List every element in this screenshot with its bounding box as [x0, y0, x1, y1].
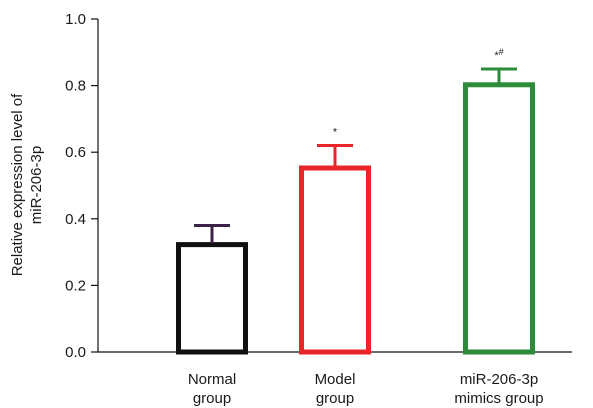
x-category-label: Model: [315, 371, 356, 388]
y-tick-label: 0.4: [65, 211, 86, 228]
y-tick-label: 0.8: [65, 78, 86, 95]
bar: [176, 242, 248, 355]
bar: [463, 82, 535, 355]
y-axis-ticks: 0.0 0.2 0.4 0.6 0.8 1.0: [65, 11, 98, 361]
x-category-label: miR-206-3p: [460, 371, 538, 388]
y-axis-title-line-2: miR-206-3p: [28, 146, 45, 224]
significance-mark: *: [333, 127, 338, 139]
category-labels: Normal group Model group miR-206-3p mimics gr…: [188, 371, 544, 407]
bar: [299, 165, 371, 355]
y-axis-title-line-1: Relative expression level of: [9, 93, 26, 276]
y-tick-label: 0.2: [65, 277, 86, 294]
significance-mark: *#: [494, 47, 503, 62]
y-tick-label: 0.6: [65, 144, 86, 161]
x-category-label: Normal: [188, 371, 236, 388]
x-category-label: group: [316, 390, 354, 407]
x-category-label: mimics group: [454, 390, 543, 407]
bars: * *#: [176, 47, 535, 355]
y-tick-label: 1.0: [65, 11, 86, 28]
y-axis-title: Relative expression level of miR-206-3p: [9, 93, 45, 276]
y-tick-label: 0.0: [65, 344, 86, 361]
x-category-label: group: [193, 390, 231, 407]
